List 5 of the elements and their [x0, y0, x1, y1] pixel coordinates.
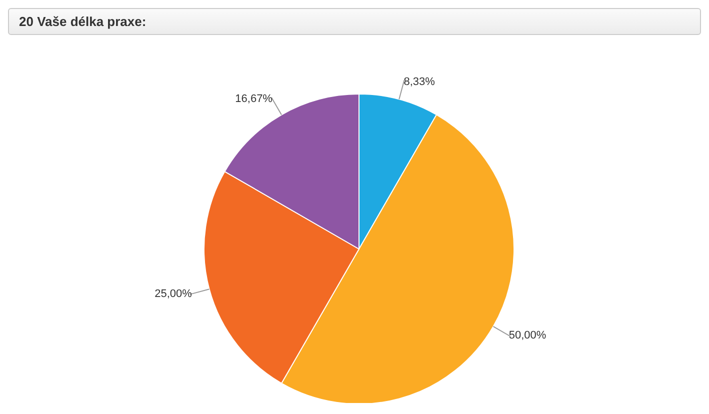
data-label: 16,67% — [235, 93, 273, 106]
chart-title: 20 Vaše délka praxe: — [8, 8, 701, 35]
data-label: 50,00% — [508, 329, 546, 342]
data-label: 25,00% — [154, 288, 192, 300]
data-label: 8,33% — [404, 76, 436, 88]
